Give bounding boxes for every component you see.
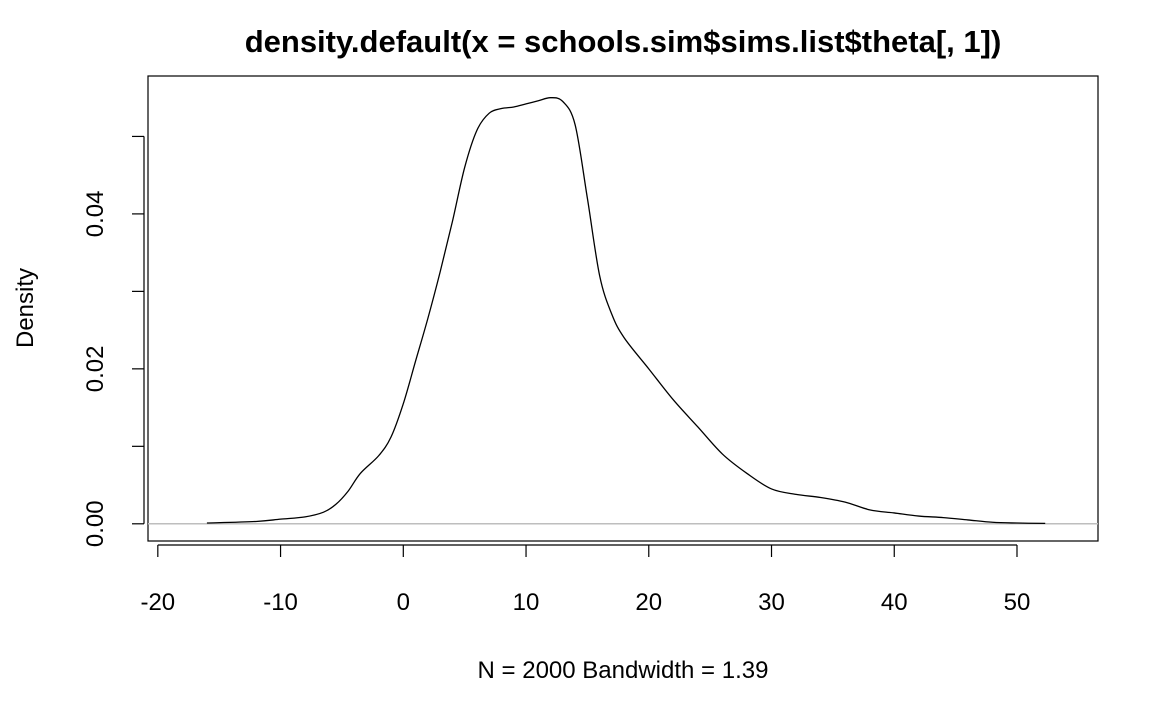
plot-frame [147,75,1099,542]
x-tick-label: 50 [1004,589,1031,616]
density-line [206,97,1046,525]
x-axis: -20 -10 0 10 20 30 40 50 [140,544,1031,616]
x-tick-label: 30 [758,589,785,616]
x-axis-label: N = 2000 Bandwidth = 1.39 [478,657,769,684]
y-tick-label: 0.04 [82,191,109,238]
x-tick-label: 0 [397,589,410,616]
y-tick-label: 0.02 [82,345,109,392]
plot-marks [148,97,1098,525]
y-axis-label: Density [12,268,39,348]
x-tick-label: 40 [881,589,908,616]
chart-title: density.default(x = schools.sim$sims.lis… [245,24,1002,59]
y-tick-label: 0.00 [82,500,109,547]
x-tick-label: -20 [140,589,175,616]
x-tick-label: 20 [635,589,662,616]
y-axis: 0.00 0.02 0.04 [82,135,145,547]
x-tick-label: -10 [263,589,298,616]
x-tick-label: 10 [513,589,540,616]
